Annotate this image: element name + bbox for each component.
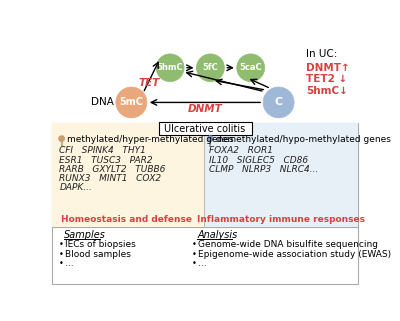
Text: •: • <box>192 250 196 259</box>
Text: ...: ... <box>198 259 207 268</box>
Text: Homeostasis and defense: Homeostasis and defense <box>61 215 192 224</box>
Text: Analysis: Analysis <box>197 230 238 240</box>
Text: ESR1   TUSC3   PAR2: ESR1 TUSC3 PAR2 <box>59 156 153 165</box>
Circle shape <box>263 87 294 118</box>
Bar <box>204 123 358 227</box>
Text: methylated/hyper-methylated genes: methylated/hyper-methylated genes <box>67 135 234 144</box>
Text: 5mC: 5mC <box>119 98 143 108</box>
Text: RUNX3   MINT1   COX2: RUNX3 MINT1 COX2 <box>59 174 162 183</box>
Text: CLMP   NLRP3   NLRC4...: CLMP NLRP3 NLRC4... <box>209 165 318 174</box>
Text: FOXA2   ROR1: FOXA2 ROR1 <box>209 146 273 155</box>
Text: DNA: DNA <box>91 98 114 108</box>
Text: RARB   GXYLT2   TUBB6: RARB GXYLT2 TUBB6 <box>59 165 166 174</box>
Text: DNMT: DNMT <box>188 104 222 114</box>
Circle shape <box>237 54 265 82</box>
Text: DAPK...: DAPK... <box>59 183 92 192</box>
Circle shape <box>116 87 147 118</box>
Text: TET2 ↓: TET2 ↓ <box>306 74 347 84</box>
Bar <box>50 39 360 123</box>
Text: CFI   SPINK4   THY1: CFI SPINK4 THY1 <box>59 146 146 155</box>
Text: IECs of biopsies: IECs of biopsies <box>65 240 136 249</box>
Circle shape <box>156 54 184 82</box>
Text: Ulcerative colitis: Ulcerative colitis <box>164 124 246 134</box>
Bar <box>52 227 358 284</box>
Text: C: C <box>274 98 283 108</box>
Bar <box>52 123 358 227</box>
Text: •: • <box>192 259 196 268</box>
Text: Inflammatory immune responses: Inflammatory immune responses <box>197 215 365 224</box>
Text: 5fC: 5fC <box>202 63 218 72</box>
Text: In UC:: In UC: <box>306 49 337 59</box>
Text: 5caC: 5caC <box>240 63 262 72</box>
FancyBboxPatch shape <box>158 122 252 135</box>
Circle shape <box>196 54 224 82</box>
Text: DNMT↑: DNMT↑ <box>306 63 350 73</box>
Text: 5hmC: 5hmC <box>157 63 184 72</box>
Text: 5hmC↓: 5hmC↓ <box>306 86 348 96</box>
Circle shape <box>208 136 213 141</box>
Text: •: • <box>58 250 63 259</box>
Text: TET: TET <box>138 78 160 88</box>
Text: •: • <box>58 259 63 268</box>
Text: •: • <box>58 240 63 249</box>
Text: demethylated/hypo-methylated genes: demethylated/hypo-methylated genes <box>216 135 391 144</box>
Text: ...: ... <box>65 259 73 268</box>
Text: Genome-wide DNA bisulfite sequencing: Genome-wide DNA bisulfite sequencing <box>198 240 378 249</box>
Text: IL10   SIGLEC5   CD86: IL10 SIGLEC5 CD86 <box>209 156 308 165</box>
Text: Blood samples: Blood samples <box>65 250 130 259</box>
Text: •: • <box>192 240 196 249</box>
Text: Samples: Samples <box>64 230 106 240</box>
Circle shape <box>59 136 64 141</box>
Text: Epigenome-wide association study (EWAS): Epigenome-wide association study (EWAS) <box>198 250 391 259</box>
Bar <box>52 123 204 227</box>
